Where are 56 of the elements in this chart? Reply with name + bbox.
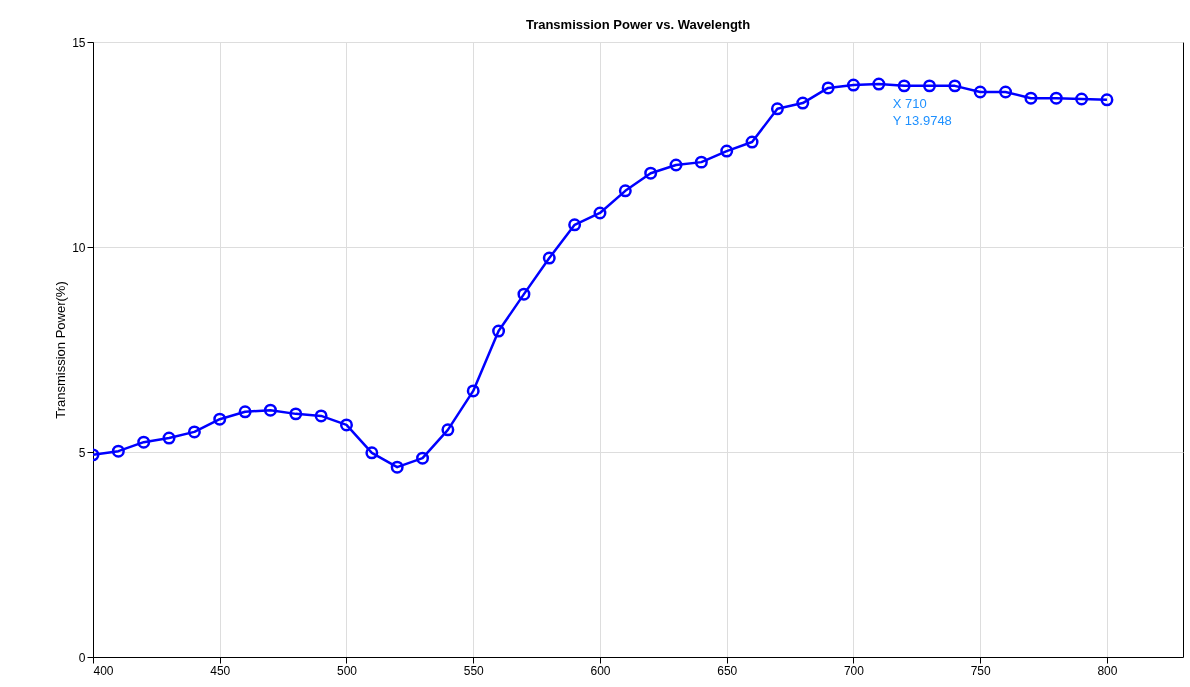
annotation: X 710 Y 13.9748 — [892, 96, 952, 129]
point — [365, 446, 379, 460]
x-tick-label: 600 — [590, 663, 611, 678]
y-tick-label: 15 — [72, 35, 86, 50]
x-tick-label: 550 — [463, 663, 485, 678]
point — [872, 77, 886, 91]
point — [796, 96, 810, 110]
x-tick-label: 650 — [717, 663, 738, 678]
point — [1100, 93, 1114, 107]
point — [111, 444, 125, 458]
point — [568, 218, 582, 232]
x-tick-label: 800 — [1097, 663, 1118, 678]
point — [187, 425, 201, 439]
point — [1075, 92, 1089, 106]
y-tick-label: 5 — [78, 445, 86, 460]
point — [162, 431, 176, 445]
x-tick-label: 500 — [336, 663, 358, 678]
point — [1049, 91, 1063, 105]
point — [694, 155, 708, 169]
point — [213, 412, 227, 426]
point — [720, 144, 734, 158]
x-tick-label: 700 — [843, 663, 865, 678]
point — [644, 166, 658, 180]
point — [390, 460, 404, 474]
point — [416, 451, 430, 465]
point — [770, 102, 784, 116]
point — [441, 423, 455, 437]
x-tick-label: 450 — [210, 663, 231, 678]
point — [517, 287, 531, 301]
point — [923, 79, 937, 93]
point — [618, 184, 632, 198]
point — [973, 85, 987, 99]
point — [466, 384, 480, 398]
y-tick-label: 0 — [78, 650, 86, 665]
point — [263, 403, 277, 417]
point — [137, 435, 151, 449]
x-tick-label: 750 — [970, 663, 992, 678]
x-tick-label: 400 — [93, 663, 114, 678]
point — [289, 407, 303, 421]
y-axis-title: Transmission Power(%) — [53, 281, 69, 419]
y-tick-label: 10 — [72, 240, 86, 255]
point — [821, 81, 835, 95]
point — [999, 85, 1013, 99]
point — [897, 79, 911, 93]
point — [846, 78, 860, 92]
point — [745, 135, 759, 149]
point — [238, 405, 252, 419]
chart-title: Transmission Power vs. Wavelength — [525, 17, 751, 32]
point — [1024, 91, 1038, 105]
point — [669, 158, 683, 172]
point — [593, 206, 607, 220]
point — [492, 324, 506, 338]
point — [542, 251, 556, 265]
point — [339, 418, 353, 432]
point — [314, 409, 328, 423]
point — [948, 79, 962, 93]
